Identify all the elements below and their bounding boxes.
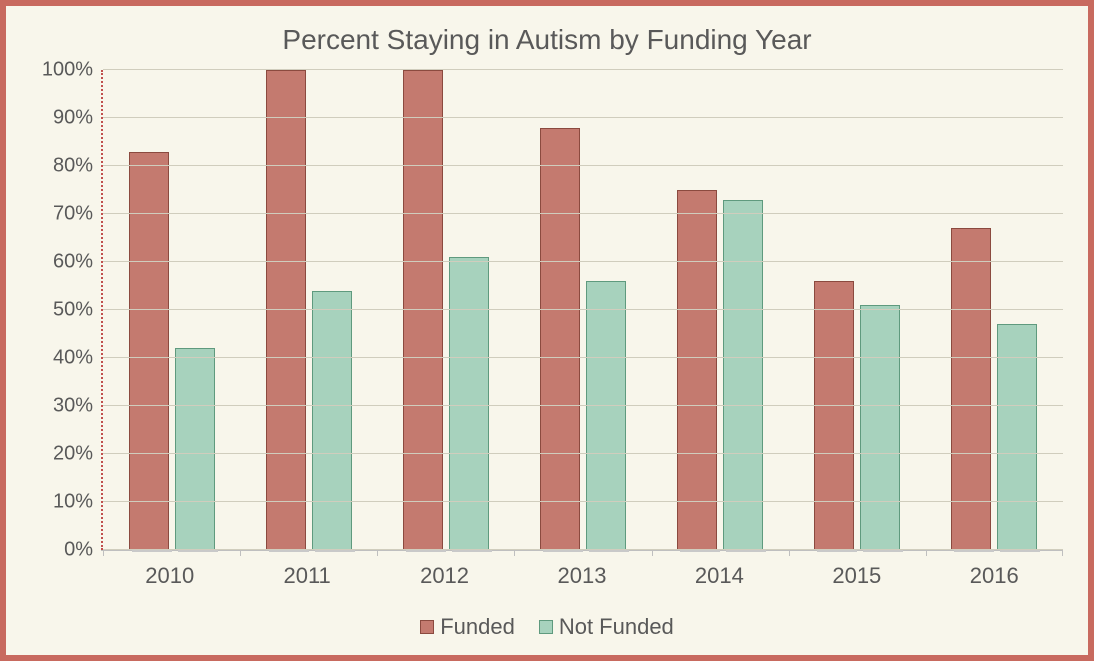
y-tick-label: 80% [53, 155, 93, 178]
x-tick-mark [1062, 550, 1063, 556]
y-tick-label: 90% [53, 107, 93, 130]
gridline [103, 309, 1063, 310]
bars-row [103, 70, 1063, 550]
gridline [103, 213, 1063, 214]
x-tick-mark [103, 550, 104, 556]
bar [586, 281, 626, 550]
category-group [652, 70, 789, 550]
gridline [103, 357, 1063, 358]
y-tick-label: 0% [64, 539, 93, 562]
category-group [789, 70, 926, 550]
bar [266, 70, 306, 550]
gridline [103, 501, 1063, 502]
gridline [103, 549, 1063, 550]
legend-item: Funded [420, 614, 515, 640]
legend-swatch [539, 620, 553, 634]
y-tick-label: 10% [53, 491, 93, 514]
legend: Funded Not Funded [31, 614, 1063, 640]
bar [860, 305, 900, 550]
bar [175, 348, 215, 550]
bar [723, 200, 763, 550]
legend-label: Funded [440, 614, 515, 640]
bar [129, 152, 169, 550]
x-tick-mark [377, 550, 378, 556]
gridline [103, 453, 1063, 454]
plot-area [101, 70, 1063, 550]
legend-item: Not Funded [539, 614, 674, 640]
x-axis: 2010201120122013201420152016 [101, 550, 1063, 598]
category-group [103, 70, 240, 550]
bar [997, 324, 1037, 550]
chart-container: Percent Staying in Autism by Funding Yea… [0, 0, 1094, 661]
x-tick-mark [514, 550, 515, 556]
legend-label: Not Funded [559, 614, 674, 640]
bar [814, 281, 854, 550]
category-group [377, 70, 514, 550]
bar [403, 70, 443, 550]
x-axis-label: 2012 [376, 551, 513, 598]
category-group [240, 70, 377, 550]
x-axis-label: 2010 [101, 551, 238, 598]
y-tick-label: 60% [53, 251, 93, 274]
x-axis-label: 2015 [788, 551, 925, 598]
y-tick-label: 40% [53, 347, 93, 370]
x-tick-mark [926, 550, 927, 556]
y-tick-label: 50% [53, 299, 93, 322]
chart-title: Percent Staying in Autism by Funding Yea… [31, 24, 1063, 56]
plot-wrapper: 0%10%20%30%40%50%60%70%80%90%100% [31, 70, 1063, 550]
y-tick-label: 30% [53, 395, 93, 418]
gridline [103, 117, 1063, 118]
gridline [103, 405, 1063, 406]
bar [312, 291, 352, 550]
y-tick-label: 20% [53, 443, 93, 466]
category-group [514, 70, 651, 550]
category-group [926, 70, 1063, 550]
x-tick-mark [240, 550, 241, 556]
x-axis-label: 2013 [513, 551, 650, 598]
y-axis: 0%10%20%30%40%50%60%70%80%90%100% [31, 70, 101, 550]
gridline [103, 261, 1063, 262]
x-tick-mark [789, 550, 790, 556]
x-axis-label: 2011 [238, 551, 375, 598]
y-tick-label: 100% [42, 59, 93, 82]
bar [449, 257, 489, 550]
gridline [103, 69, 1063, 70]
x-axis-label: 2014 [651, 551, 788, 598]
bar [677, 190, 717, 550]
bar [540, 128, 580, 550]
y-tick-label: 70% [53, 203, 93, 226]
gridline [103, 165, 1063, 166]
legend-swatch [420, 620, 434, 634]
x-tick-mark [652, 550, 653, 556]
x-axis-label: 2016 [926, 551, 1063, 598]
